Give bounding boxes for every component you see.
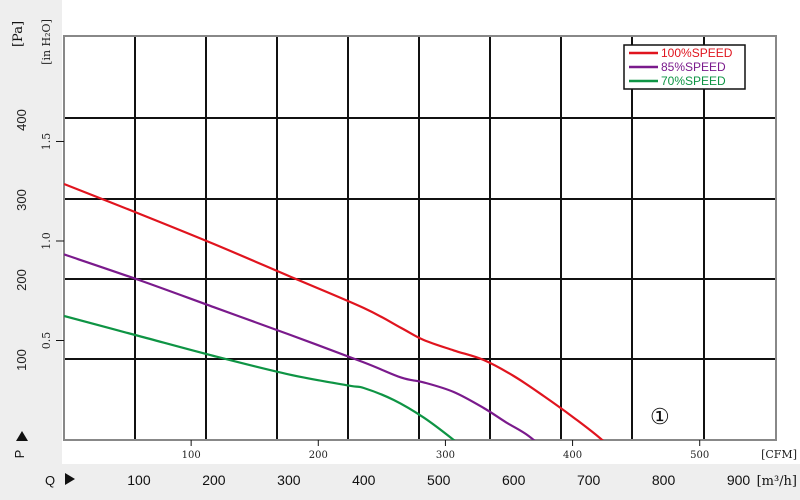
pa-ticks: 100 200 300 400 xyxy=(14,109,29,371)
cfm-tick-label: 400 xyxy=(563,450,582,461)
m3h-tick-label: 200 xyxy=(202,472,226,488)
cfm-tick-label: 500 xyxy=(690,450,709,461)
legend-label-3: 70%SPEED xyxy=(661,74,726,88)
curve-annotation: ① xyxy=(650,405,670,430)
pa-tick-label: 100 xyxy=(14,349,29,371)
legend-label-1: 100%SPEED xyxy=(661,46,733,60)
m3h-tick-label: 800 xyxy=(652,472,676,488)
series-line-1 xyxy=(64,182,604,440)
m3h-tick-label: 900 xyxy=(727,472,751,488)
x-axis-arrow-icon xyxy=(65,473,75,485)
legend-label-2: 85%SPEED xyxy=(661,60,726,74)
series-line-2 xyxy=(64,253,536,440)
plot-frame xyxy=(63,35,777,441)
series-line-3 xyxy=(64,314,456,440)
inh2o-unit-label: [in H₂O] xyxy=(40,19,53,65)
m3h-tick-label: 600 xyxy=(502,472,526,488)
cfm-tick-label: 300 xyxy=(436,450,455,461)
cfm-ticks: 100 200 300 400 500 xyxy=(182,440,709,461)
left-axis-band xyxy=(0,0,62,465)
m3h-tick-label: 400 xyxy=(352,472,376,488)
plot-border xyxy=(63,35,777,441)
inh2o-ticks: 0.5 1.0 1.5 xyxy=(40,133,64,350)
m3h-ticks: 100 200 300 400 500 600 700 800 900 xyxy=(127,472,750,488)
inh2o-tick-label: 0.5 xyxy=(40,332,53,350)
pa-unit-label: [Pa] xyxy=(11,21,26,47)
y-axis-arrow-icon xyxy=(16,431,28,441)
pa-tick-label: 200 xyxy=(14,269,29,291)
pa-tick-label: 300 xyxy=(14,189,29,211)
inh2o-tick-label: 1.0 xyxy=(40,232,53,250)
m3h-tick-label: 100 xyxy=(127,472,151,488)
cfm-tick-label: 100 xyxy=(182,450,201,461)
cfm-tick-label: 200 xyxy=(309,450,328,461)
inh2o-tick-label: 1.5 xyxy=(40,133,53,151)
grid xyxy=(64,36,776,440)
cfm-unit-label: [CFM] xyxy=(761,448,797,461)
bottom-axis-band xyxy=(0,464,800,500)
x-axis-letter: Q xyxy=(45,473,55,488)
m3h-tick-label: 500 xyxy=(427,472,451,488)
m3h-tick-label: 700 xyxy=(577,472,601,488)
y-axis-letter: P xyxy=(12,450,27,459)
pa-tick-label: 400 xyxy=(14,109,29,131)
m3h-unit-label: [m³/h] xyxy=(757,474,797,489)
curves xyxy=(64,182,604,440)
m3h-tick-label: 300 xyxy=(277,472,301,488)
